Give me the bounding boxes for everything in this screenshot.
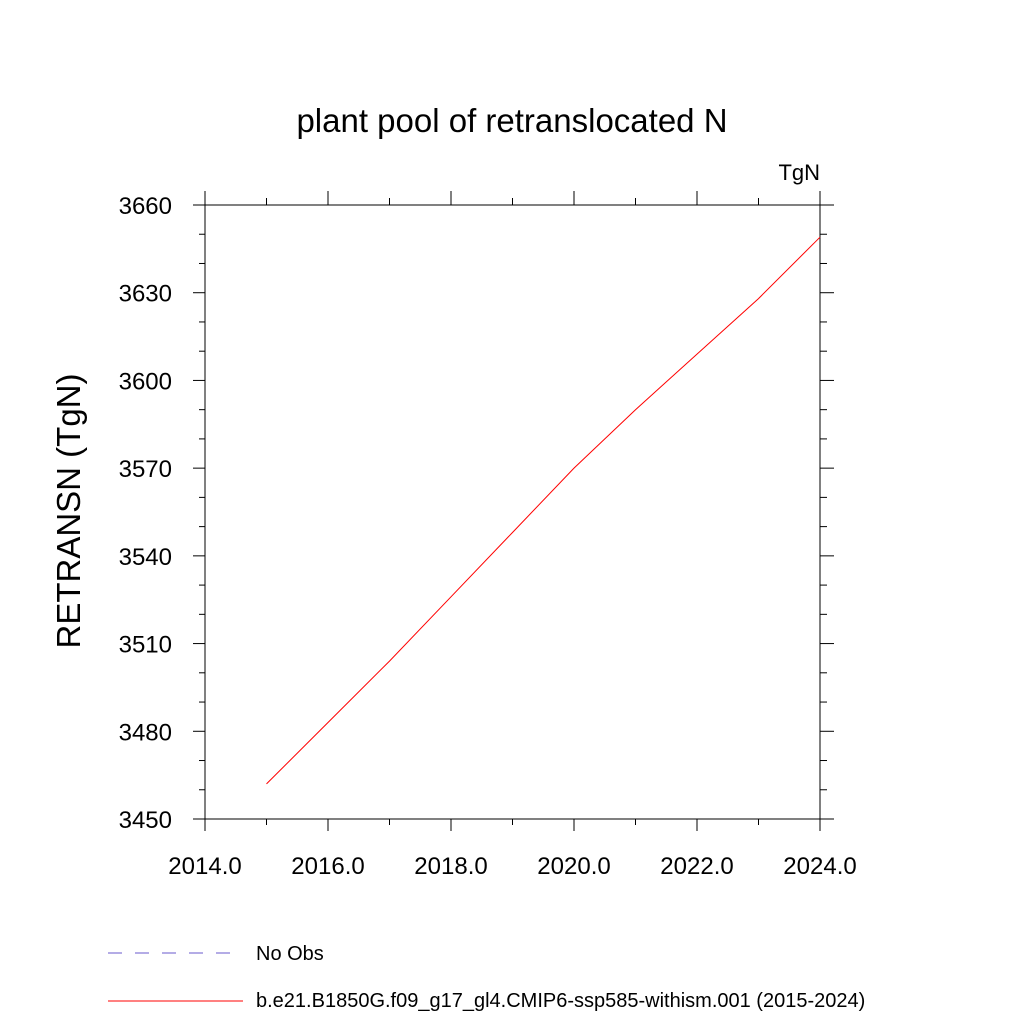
x-axis-ticks: 2014.0 2016.0 2018.0 2020.0 2022.0 2024.0 — [168, 191, 857, 880]
legend: No Obs b.e21.B1850G.f09_g17_gl4.CMIP6-ss… — [108, 943, 865, 1012]
x-tick-label: 2018.0 — [414, 853, 487, 880]
x-tick-label: 2022.0 — [660, 853, 733, 880]
y-tick-label: 3480 — [119, 719, 172, 746]
legend-label-model: b.e21.B1850G.f09_g17_gl4.CMIP6-ssp585-wi… — [256, 990, 865, 1012]
x-tick-label: 2014.0 — [168, 853, 241, 880]
y-tick-label: 3540 — [119, 544, 172, 571]
series-layer — [266, 236, 821, 785]
chart-title: plant pool of retranslocated N — [296, 102, 727, 139]
y-tick-label: 3630 — [119, 281, 172, 308]
plot-frame — [204, 204, 821, 820]
units-label: TgN — [778, 160, 820, 185]
y-tick-label: 3660 — [119, 193, 172, 220]
x-tick-label: 2024.0 — [783, 853, 856, 880]
y-axis-label: RETRANSN (TgN) — [50, 373, 87, 648]
y-tick-label: 3450 — [119, 807, 172, 834]
x-tick-label: 2020.0 — [537, 853, 610, 880]
legend-label-no-obs: No Obs — [256, 943, 324, 965]
y-axis-ticks: 3450 3480 3510 3540 3570 3600 3630 3660 — [119, 193, 834, 834]
series-line — [266, 236, 821, 785]
y-tick-label: 3600 — [119, 368, 172, 395]
x-tick-label: 2016.0 — [291, 853, 364, 880]
y-tick-label: 3510 — [119, 632, 172, 659]
y-tick-label: 3570 — [119, 456, 172, 483]
